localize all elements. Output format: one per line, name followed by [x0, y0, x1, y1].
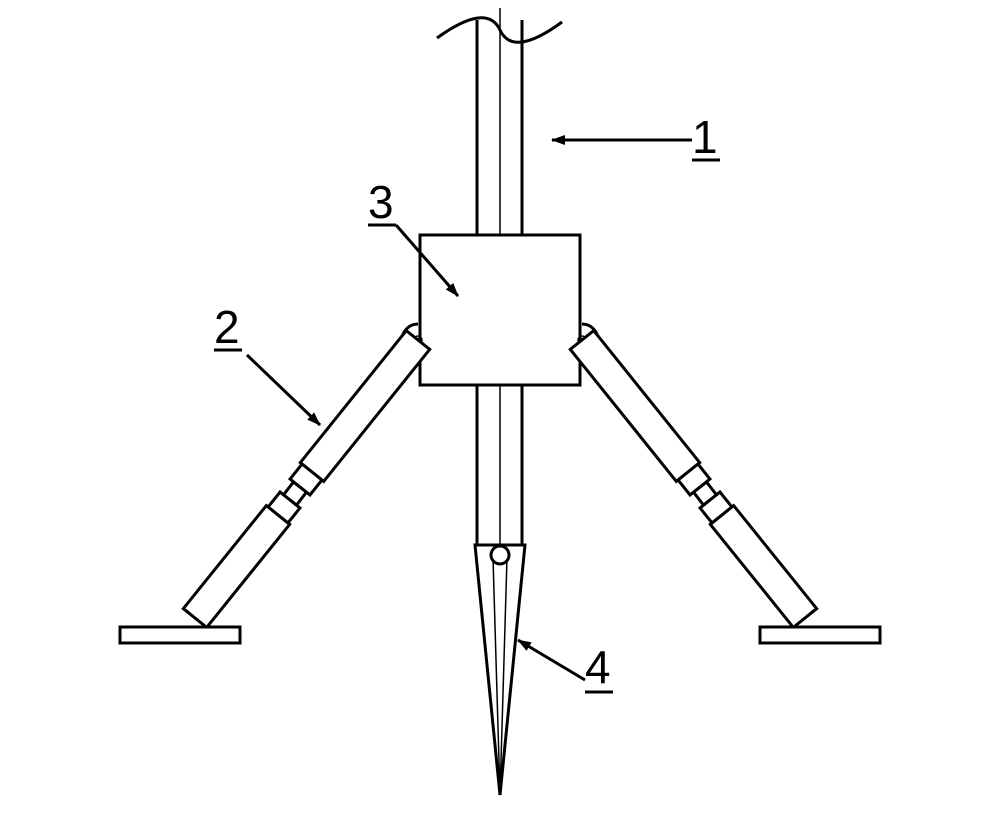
- part-label-3: 3: [368, 175, 394, 229]
- technical-diagram: [0, 0, 1000, 836]
- part-label-4: 4: [585, 640, 611, 694]
- part-label-2: 2: [214, 300, 240, 354]
- part-label-1: 1: [692, 110, 718, 164]
